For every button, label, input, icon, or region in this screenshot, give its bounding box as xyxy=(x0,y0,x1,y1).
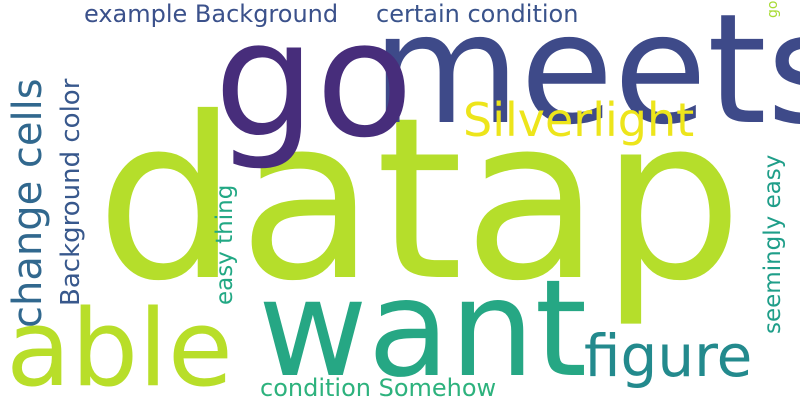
word-go: go xyxy=(214,0,414,173)
word-able: able xyxy=(6,287,233,400)
word-example-background: example Background xyxy=(84,0,339,28)
word-seemingly-easy: seemingly easy xyxy=(760,154,786,334)
word-condition-somehow: condition Somehow xyxy=(260,374,497,400)
word-change-cells: change cells xyxy=(5,78,51,328)
word-meets: meets xyxy=(372,0,800,158)
word-datap: datap xyxy=(96,69,743,330)
word-easy-thing: easy thing xyxy=(212,184,238,305)
word-want: want xyxy=(258,251,588,400)
word-figure: figure xyxy=(584,322,753,390)
word-silverlight: Silverlight xyxy=(463,93,695,147)
word-background-color: Background color xyxy=(56,78,86,306)
word-certain-condition: certain condition xyxy=(376,0,579,28)
word-go-small: go xyxy=(765,0,781,18)
